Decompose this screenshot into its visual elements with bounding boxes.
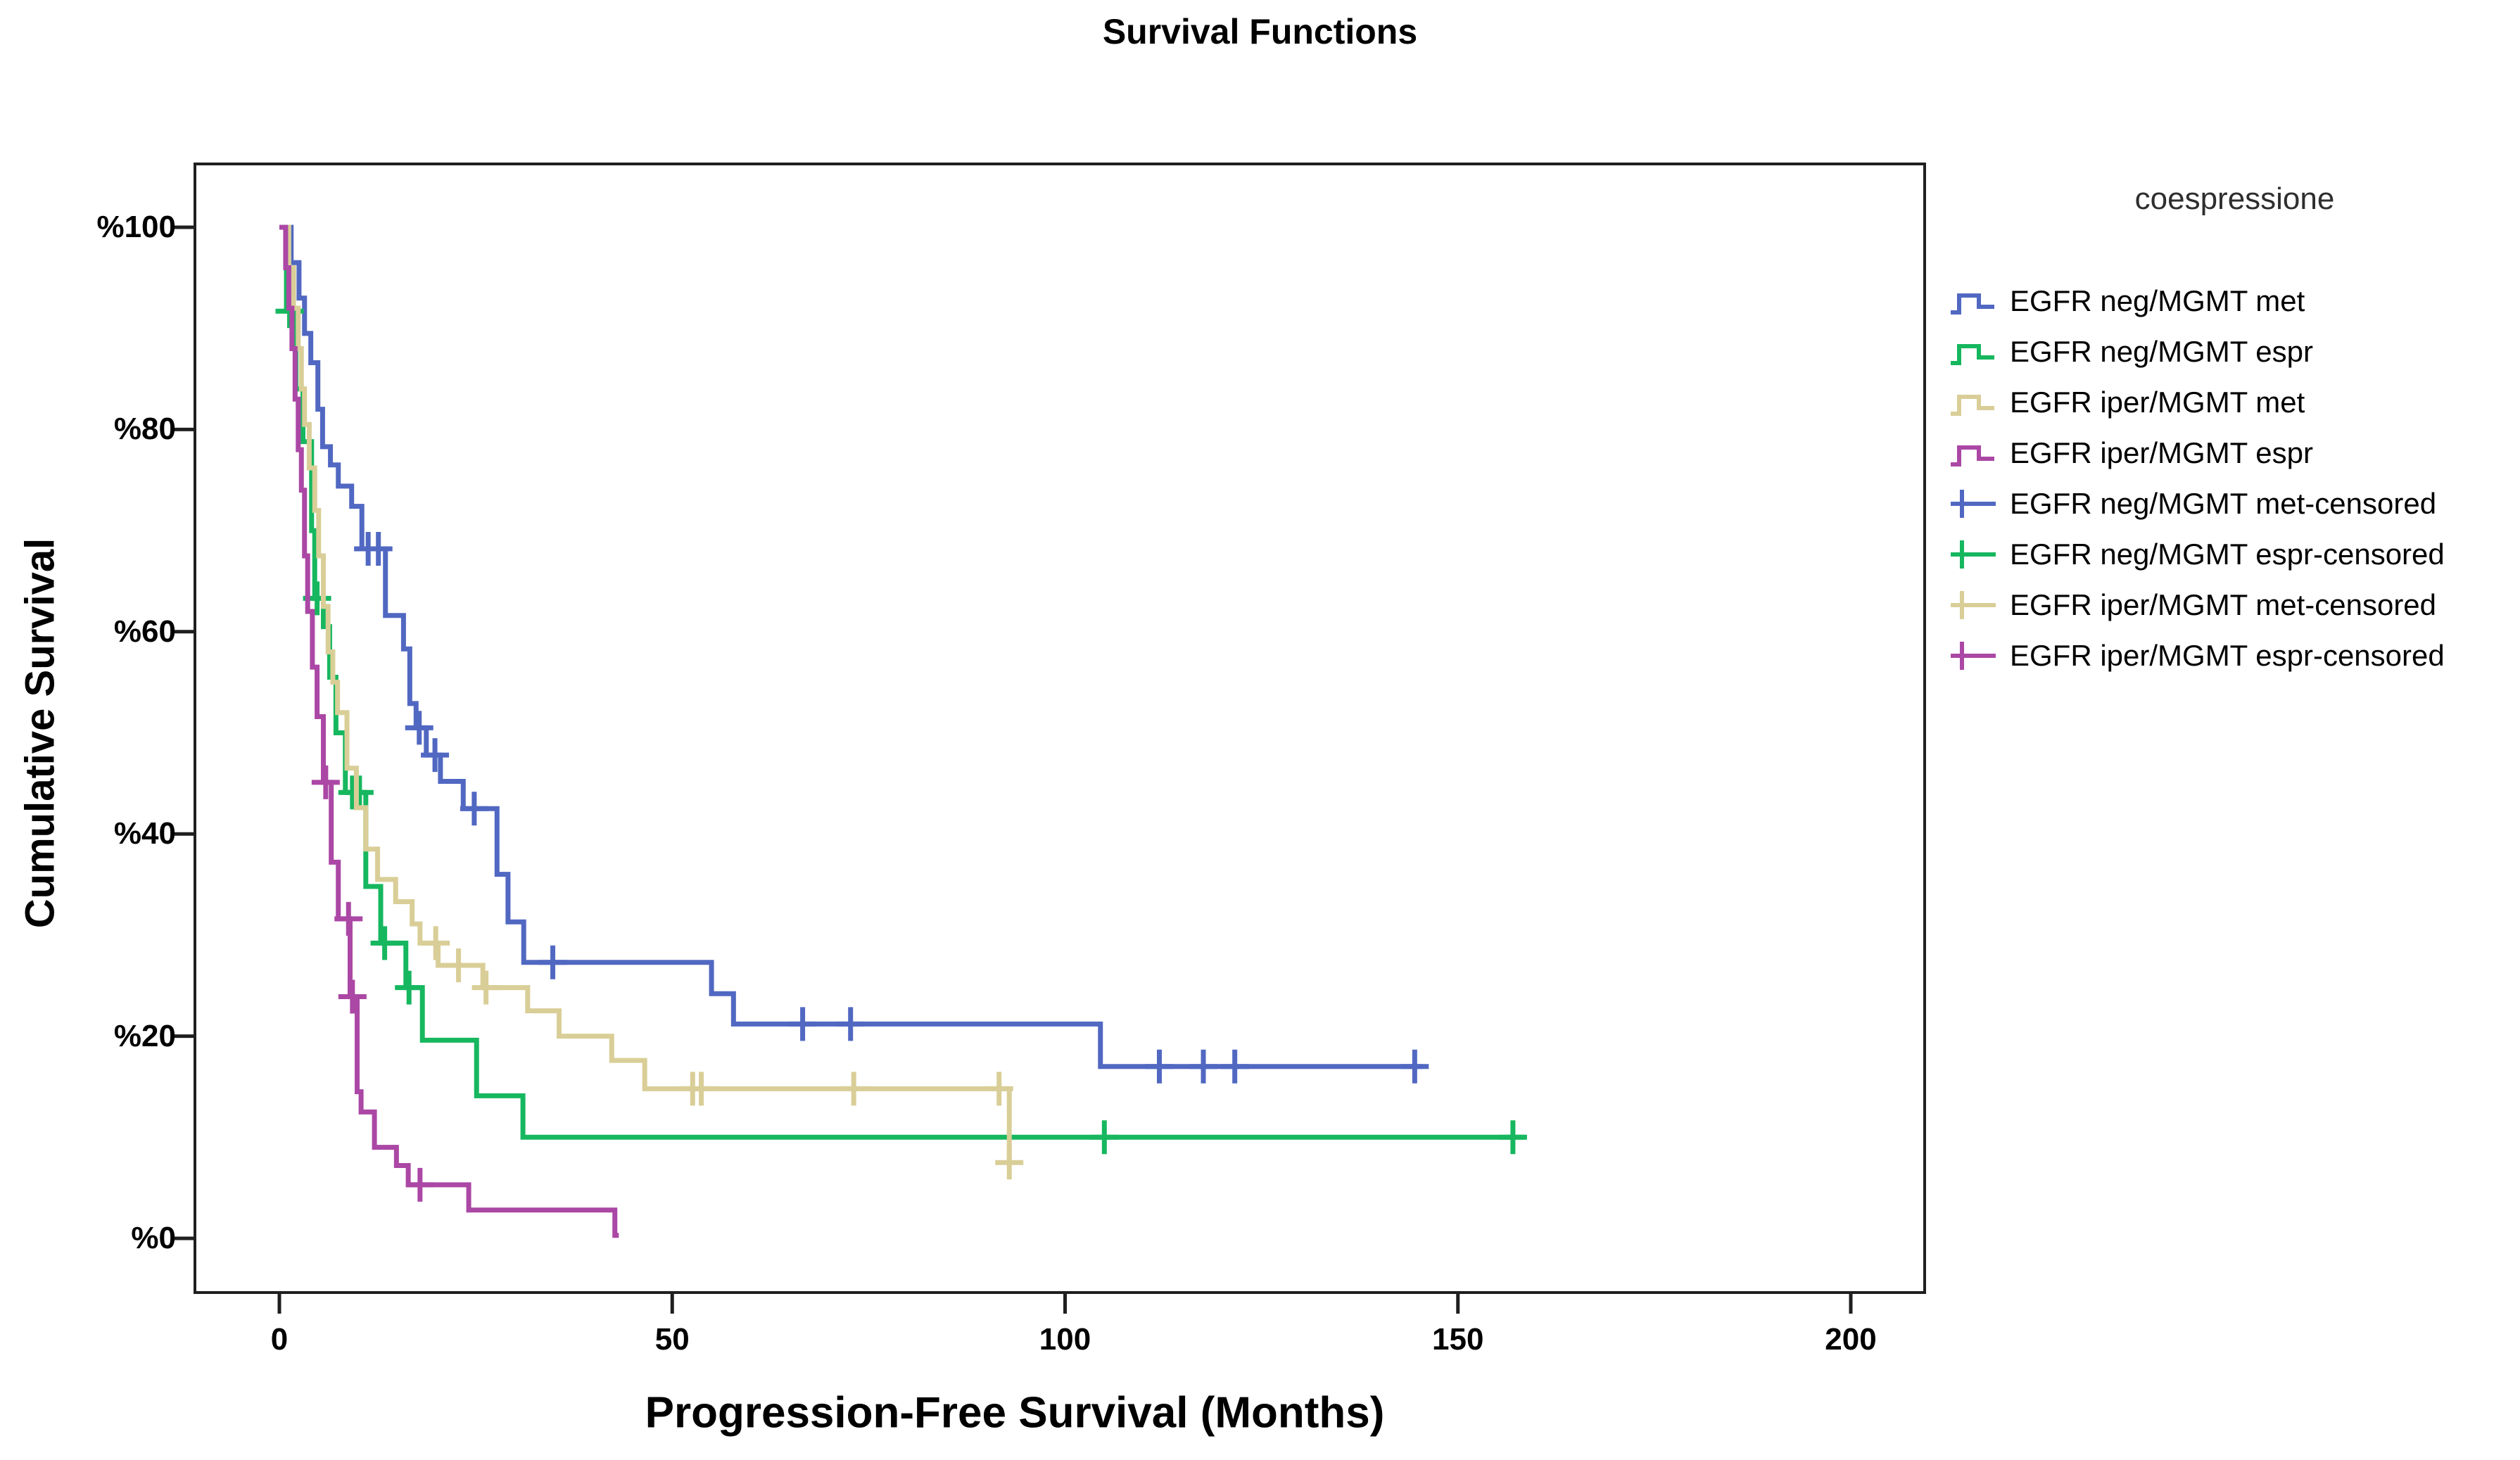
legend-entry: EGFR iper/MGMT espr-censored (1949, 630, 2520, 681)
x-tick-label: 200 (1825, 1322, 1877, 1357)
x-tick-label: 150 (1432, 1322, 1484, 1357)
x-tick-label: 50 (654, 1322, 690, 1357)
y-tick-label: %80 (113, 412, 176, 447)
plot-frame (194, 163, 1926, 1294)
step-line-swatch-icon (1951, 293, 1994, 315)
legend-entry-label: EGFR neg/MGMT met-censored (2010, 487, 2437, 520)
legend-entry: EGFR iper/MGMT met (1949, 377, 2520, 428)
legend-entry-label: EGFR neg/MGMT espr (2010, 335, 2313, 368)
legend-entry: EGFR iper/MGMT espr (1949, 428, 2520, 478)
survival-curve (279, 224, 619, 1238)
legend-entry-label: EGFR iper/MGMT espr (2010, 436, 2313, 469)
legend-title: coespressione (2134, 182, 2335, 216)
legend-entry-label: EGFR neg/MGMT espr-censored (2010, 538, 2445, 571)
legend-entry: EGFR neg/MGMT espr-censored (1949, 529, 2520, 580)
legend-entry: EGFR neg/MGMT met-censored (1949, 478, 2520, 529)
legend-entry: EGFR iper/MGMT met-censored (1949, 580, 2520, 630)
survival-curve (279, 224, 1423, 1069)
censor-plus-swatch-icon (1951, 642, 1996, 670)
step-line-swatch-icon (1951, 344, 1994, 365)
legend-entry-label: EGFR neg/MGMT met (2010, 284, 2305, 317)
x-axis-title: Progression-Free Survival (Months) (645, 1388, 1385, 1437)
censor-plus-swatch-icon (1951, 591, 1996, 619)
legend: coespressione EGFR neg/MGMT met EGFR neg/… (1949, 182, 2520, 681)
chart-title: Survival Functions (1102, 12, 1418, 51)
survival-curve (279, 224, 1012, 1165)
y-tick-label: %20 (113, 1018, 176, 1053)
legend-entry-label: EGFR iper/MGMT espr-censored (2010, 639, 2445, 672)
step-line-swatch-icon (1951, 395, 1994, 416)
censor-plus-swatch-icon (1951, 490, 1996, 518)
x-tick-label: 100 (1039, 1322, 1091, 1357)
censor-plus-swatch-icon (1951, 540, 1996, 569)
legend-entries: EGFR neg/MGMT met EGFR neg/MGMT espr EGFR … (1949, 276, 2520, 681)
legend-entry-label: EGFR iper/MGMT met (2010, 386, 2305, 419)
y-tick-label: %40 (113, 816, 176, 851)
step-line-swatch-icon (1951, 445, 1994, 466)
y-tick-label: %100 (96, 210, 176, 244)
y-axis-title: Cumulative Survival (17, 538, 63, 929)
legend-entry: EGFR neg/MGMT espr (1949, 326, 2520, 377)
legend-entry: EGFR neg/MGMT met (1949, 276, 2520, 326)
y-tick-label: %0 (131, 1221, 176, 1255)
y-tick-label: %60 (113, 614, 176, 649)
x-tick-label: 0 (270, 1322, 289, 1357)
legend-entry-label: EGFR iper/MGMT met-censored (2010, 588, 2437, 621)
